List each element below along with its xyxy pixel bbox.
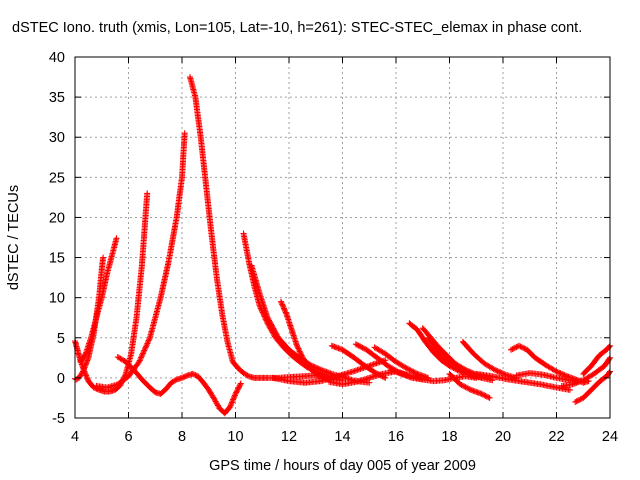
x-tick-label: 14: [334, 429, 350, 445]
data-point-markers: [572, 368, 613, 405]
data-point-markers: [93, 130, 188, 391]
data-series-13: [371, 344, 432, 381]
axis-ticks: 4 6 8 10 12 14 16 18 20 22 24 -5 0 5 10 15 20 25 30 35 40: [49, 50, 618, 445]
data-point-markers: [580, 342, 613, 377]
y-tick-label: 5: [57, 331, 65, 347]
data-series-6: [187, 74, 346, 384]
x-tick-label: 22: [548, 429, 564, 445]
data-points: [72, 74, 613, 417]
x-tick-label: 20: [495, 429, 511, 445]
data-point-markers: [114, 354, 244, 417]
y-tick-label: 25: [49, 170, 65, 186]
data-point-markers: [459, 338, 520, 381]
y-tick-label: 30: [49, 130, 65, 146]
data-point-markers: [473, 370, 573, 393]
x-tick-label: 10: [227, 429, 243, 445]
data-point-markers: [446, 370, 493, 401]
data-point-markers: [278, 298, 335, 383]
x-axis-label: GPS time / hours of day 005 of year 2009: [209, 458, 476, 474]
data-point-markers: [248, 262, 373, 386]
data-series-25: [558, 354, 613, 389]
x-tick-label: 8: [178, 429, 186, 445]
y-tick-label: 35: [49, 90, 65, 106]
data-point-markers: [371, 344, 432, 381]
data-point-markers: [187, 74, 346, 384]
grid-lines: [75, 57, 610, 418]
data-series-24: [572, 368, 613, 405]
data-series-1: [72, 254, 107, 383]
x-tick-label: 4: [71, 429, 79, 445]
data-series-21: [473, 370, 573, 393]
y-tick-label: 0: [57, 371, 65, 387]
y-axis-label: dSTEC / TECUs: [6, 185, 22, 290]
data-point-markers: [513, 370, 581, 385]
x-tick-label: 16: [388, 429, 404, 445]
data-series-20: [459, 338, 520, 381]
data-point-markers: [240, 230, 335, 381]
y-tick-label: 10: [49, 291, 65, 307]
y-tick-label: 40: [49, 50, 65, 66]
y-tick-label: 20: [49, 210, 65, 226]
x-tick-label: 24: [602, 429, 618, 445]
data-series-19: [446, 370, 493, 401]
x-tick-label: 12: [281, 429, 297, 445]
x-tick-label: 6: [124, 429, 132, 445]
data-point-markers: [269, 357, 389, 386]
data-series-4: [114, 354, 244, 417]
x-tick-label: 18: [441, 429, 457, 445]
y-tick-label: 15: [49, 251, 65, 267]
y-tick-label: -5: [52, 411, 65, 427]
data-series-8: [248, 262, 373, 386]
data-point-markers: [72, 254, 107, 383]
data-series-26: [580, 342, 613, 377]
data-series-9: [278, 298, 335, 383]
chart-title: dSTEC Iono. truth (xmis, Lon=105, Lat=-1…: [12, 20, 582, 36]
data-series-10: [269, 357, 389, 386]
data-series-7: [240, 230, 335, 381]
data-series-23: [513, 370, 581, 385]
data-series-5: [93, 130, 188, 391]
data-point-markers: [558, 354, 613, 389]
